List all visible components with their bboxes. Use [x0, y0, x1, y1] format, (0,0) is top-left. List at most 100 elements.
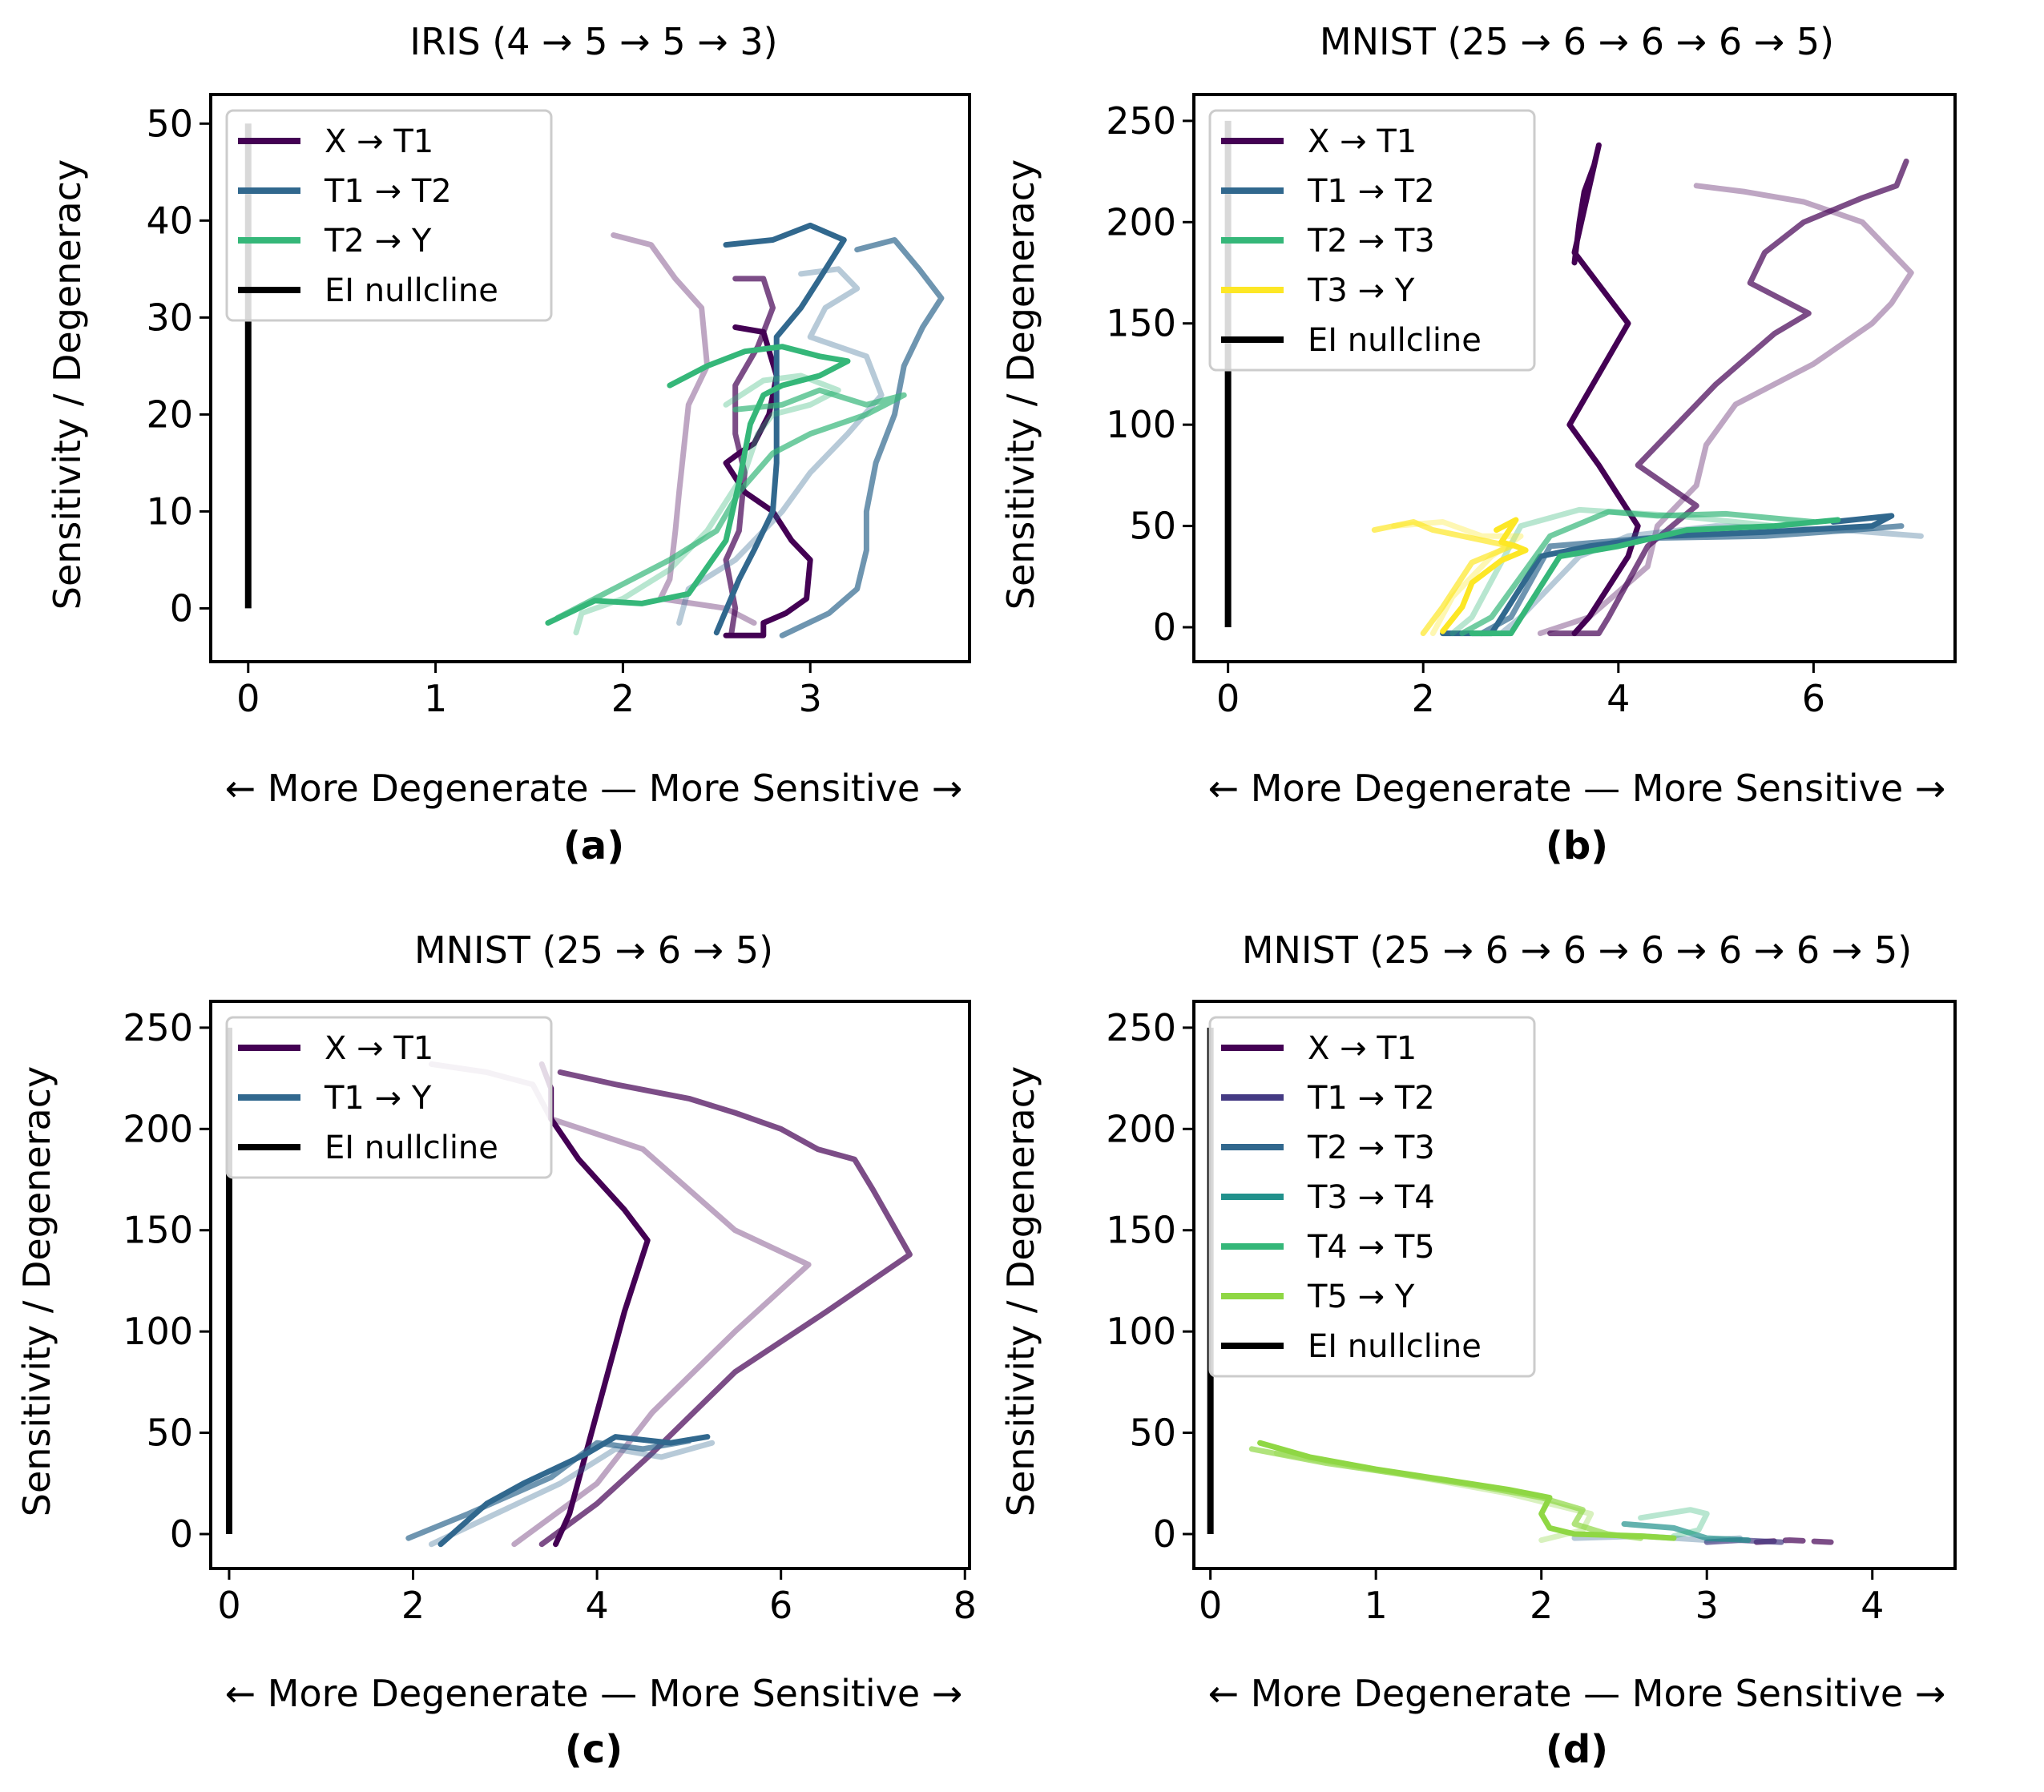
x-axis-label: ← More Degenerate — More Sensitive →	[1208, 767, 1946, 810]
legend-label: EI nullcline	[325, 1130, 498, 1166]
legend-label: EI nullcline	[1308, 322, 1482, 359]
x-tick-label: 0	[1199, 1584, 1222, 1627]
y-axis-label: Sensitivity / Degeneracy	[15, 1066, 58, 1517]
y-tick-label: 150	[1106, 302, 1176, 345]
legend-box	[225, 1016, 553, 1179]
x-tick-label: 4	[1607, 677, 1630, 720]
y-tick-label: 0	[170, 1512, 193, 1556]
panel-c: MNIST (25 → 6 → 5) ← More Degenerate — M…	[15, 928, 977, 1772]
series-line	[1273, 1450, 1594, 1544]
series-line	[676, 266, 885, 626]
legend-box	[1208, 1016, 1536, 1378]
series-line	[713, 222, 847, 636]
axes-frame	[1192, 1000, 1957, 1570]
x-tick-label: 6	[1802, 677, 1825, 720]
y-tick-label: 150	[123, 1209, 193, 1252]
panel-b: MNIST (25 → 6 → 6 → 6 → 5) ← More Degene…	[999, 20, 1957, 868]
y-tick-label: 100	[123, 1310, 193, 1353]
legend-label: EI nullcline	[325, 272, 498, 309]
legend: X → T1 T1 → T2 T2 → T3 T3 → T4 T4 → T5 T5 → Y…	[1208, 1016, 1536, 1378]
legend-label: T5 → Y	[1307, 1279, 1415, 1315]
series-line	[1469, 517, 1841, 637]
legend-box	[225, 109, 553, 322]
y-tick-label: 0	[170, 586, 193, 630]
panel-title: MNIST (25 → 6 → 6 → 6 → 5)	[1320, 20, 1834, 63]
y-tick-label: 20	[146, 393, 193, 436]
legend-label: X → T1	[1308, 1030, 1417, 1067]
y-tick-label: 50	[1129, 505, 1176, 548]
x-tick-label: 2	[1530, 1584, 1553, 1627]
series-line	[545, 344, 851, 626]
legend-label: T1 → Y	[324, 1080, 432, 1117]
legend-label: X → T1	[1308, 123, 1417, 160]
x-tick-label: 8	[953, 1584, 977, 1627]
panel-title: IRIS (4 → 5 → 5 → 3)	[409, 20, 777, 63]
legend-label: T1 → T2	[1307, 173, 1435, 210]
series-line	[1459, 509, 1816, 637]
legend-label: X → T1	[325, 123, 433, 160]
legend-box	[1208, 109, 1536, 372]
y-tick-label: 200	[1106, 1107, 1176, 1150]
panel-d: MNIST (25 → 6 → 6 → 6 → 6 → 6 → 5) ← Mor…	[999, 928, 1957, 1772]
legend-label: T1 → T2	[324, 173, 452, 210]
series-line	[1449, 506, 1778, 637]
panel-label: (d)	[1546, 1727, 1608, 1772]
y-tick-label: 50	[1129, 1411, 1176, 1455]
x-tick-label: 2	[401, 1584, 425, 1627]
y-tick-label: 100	[1106, 403, 1176, 446]
panel-label: (b)	[1546, 824, 1608, 868]
legend: X → T1 T1 → T2 T2 → Y EI nullcline	[225, 109, 553, 322]
legend-label: T2 → Y	[324, 223, 432, 260]
x-tick-label: 1	[1365, 1584, 1388, 1627]
legend-label: X → T1	[325, 1030, 433, 1067]
legend: X → T1 T1 → Y EI nullcline	[225, 1016, 553, 1179]
x-tick-label: 4	[585, 1584, 608, 1627]
x-tick-label: 3	[799, 677, 822, 720]
panel-label: (a)	[563, 824, 624, 868]
legend-label: EI nullcline	[1308, 1328, 1482, 1365]
series-line	[538, 1069, 913, 1548]
y-tick-label: 150	[1106, 1209, 1176, 1252]
series-line	[1371, 519, 1514, 637]
series-line	[1638, 1507, 1710, 1539]
legend-label: T4 → T5	[1307, 1229, 1435, 1266]
x-axis-label: ← More Degenerate — More Sensitive →	[225, 767, 963, 810]
panel-title: MNIST (25 → 6 → 6 → 6 → 6 → 6 → 5)	[1242, 928, 1912, 972]
x-axis-label: ← More Degenerate — More Sensitive →	[225, 1672, 963, 1715]
y-tick-label: 200	[123, 1107, 193, 1150]
series-line	[1257, 1440, 1677, 1541]
series-line	[429, 1440, 716, 1548]
y-axis-label: Sensitivity / Degeneracy	[999, 159, 1042, 610]
series-line	[1621, 1520, 1752, 1544]
legend-label: T2 → T3	[1307, 223, 1435, 260]
x-tick-label: 4	[1861, 1584, 1884, 1627]
y-tick-label: 50	[146, 1411, 193, 1455]
series-line	[1547, 158, 1909, 637]
y-tick-label: 250	[1106, 1006, 1176, 1049]
x-tick-label: 2	[1412, 677, 1435, 720]
x-tick-label: 1	[424, 677, 447, 720]
y-tick-label: 100	[1106, 1310, 1176, 1353]
legend-label: T1 → T2	[1307, 1080, 1435, 1117]
series-line	[1537, 183, 1914, 637]
y-tick-label: 250	[123, 1006, 193, 1049]
y-axis-label: Sensitivity / Degeneracy	[999, 1066, 1042, 1517]
series-line	[1566, 142, 1641, 637]
legend: X → T1 T1 → T2 T2 → T3 T3 → Y EI nullcline	[1208, 109, 1536, 372]
x-tick-label: 0	[236, 677, 260, 720]
series-line	[723, 276, 776, 636]
axes-frame	[1192, 93, 1957, 663]
panel-title: MNIST (25 → 6 → 5)	[414, 928, 773, 972]
y-tick-label: 250	[1106, 99, 1176, 143]
x-tick-label: 0	[217, 1584, 240, 1627]
series-line	[573, 372, 841, 636]
series-line	[611, 232, 757, 626]
panel-a: IRIS (4 → 5 → 5 → 3) ← More Degenerate —…	[46, 20, 971, 868]
x-tick-label: 0	[1216, 677, 1240, 720]
legend-label: T3 → T4	[1307, 1179, 1435, 1216]
series-line	[1391, 519, 1524, 637]
series-line	[1440, 517, 1529, 634]
x-tick-label: 2	[611, 677, 635, 720]
series-line	[554, 387, 907, 621]
